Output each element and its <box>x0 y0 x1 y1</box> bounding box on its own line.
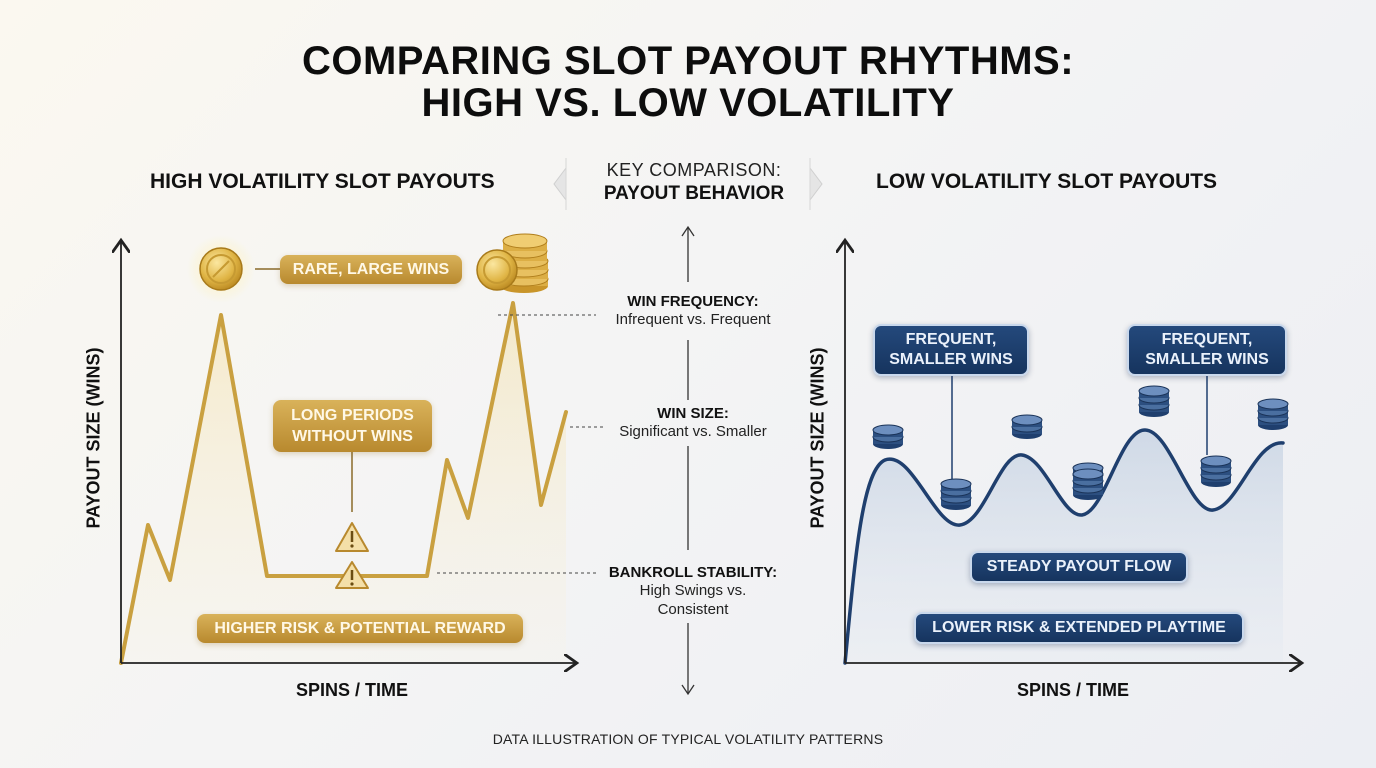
win-frequency-label: WIN FREQUENCY: <box>627 293 759 310</box>
left-y-axis-label: PAYOUT SIZE (WINS) <box>83 347 104 529</box>
right-x-axis-label: SPINS / TIME <box>1016 680 1130 700</box>
win-size-label: WIN SIZE: <box>657 405 729 422</box>
blue-coin-stack-icon <box>872 424 904 449</box>
right-chevron-icon <box>809 167 823 201</box>
right-y-axis-label: PAYOUT SIZE (WINS) <box>807 347 828 529</box>
blue-coin-stack-icon <box>1011 414 1043 439</box>
gold-coin-icon <box>187 235 255 303</box>
main-title-line-1: COMPARING SLOT PAYOUT RHYTHMS: <box>301 39 1075 83</box>
high-volatility-chart <box>121 242 575 663</box>
high-volatility-line <box>119 301 568 665</box>
bankroll-stability-detail-2: Consistent <box>657 601 729 618</box>
payout-behavior-label: PAYOUT BEHAVIOR <box>603 183 785 204</box>
frequent-line-1: FREQUENT, <box>1161 331 1253 348</box>
frequent-line-2: SMALLER WINS <box>889 351 1013 368</box>
comparison-win-frequency: WIN FREQUENCY: Infrequent vs. Frequent <box>590 293 796 329</box>
lower-risk-badge: LOWER RISK & EXTENDED PLAYTIME <box>914 612 1244 644</box>
footer-note: DATA ILLUSTRATION OF TYPICAL VOLATILITY … <box>492 731 884 747</box>
long-periods-line-1: LONG PERIODS <box>291 407 414 424</box>
frequent-smaller-wins-badge-1: FREQUENT, SMALLER WINS <box>873 324 1029 376</box>
long-periods-badge: LONG PERIODS WITHOUT WINS <box>273 400 432 452</box>
low-volatility-title: LOW VOLATILITY SLOT PAYOUTS <box>876 170 1218 193</box>
high-volatility-area <box>121 303 566 663</box>
frequent-line-2: SMALLER WINS <box>1145 351 1269 368</box>
coin-stack-icon <box>476 233 549 293</box>
rare-large-wins-badge: RARE, LARGE WINS <box>280 255 462 284</box>
comparison-win-size: WIN SIZE: Significant vs. Smaller <box>590 405 796 441</box>
low-volatility-area <box>845 430 1283 663</box>
key-comparison-label: KEY COMPARISON: <box>606 160 782 180</box>
win-size-detail: Significant vs. Smaller <box>619 423 767 440</box>
blue-coin-stack-icon <box>1138 385 1170 417</box>
blue-coin-stack-icon <box>1200 455 1232 487</box>
center-divider <box>437 158 823 696</box>
frequent-line-1: FREQUENT, <box>905 331 997 348</box>
blue-coin-stack-icon <box>1072 468 1104 500</box>
low-volatility-chart <box>845 242 1300 663</box>
left-x-axis-label: SPINS / TIME <box>295 680 409 700</box>
higher-risk-badge: HIGHER RISK & POTENTIAL REWARD <box>197 614 523 643</box>
high-volatility-title: HIGH VOLATILITY SLOT PAYOUTS <box>150 170 495 193</box>
low-volatility-line <box>843 428 1285 665</box>
warning-icon <box>335 522 369 552</box>
steady-payout-flow-badge: STEADY PAYOUT FLOW <box>970 551 1188 583</box>
long-periods-line-2: WITHOUT WINS <box>292 428 413 445</box>
key-comparison-heading: KEY COMPARISON: PAYOUT BEHAVIOR <box>566 160 822 205</box>
main-title-line-2: HIGH VS. LOW VOLATILITY <box>421 81 955 125</box>
left-chevron-icon <box>553 167 567 201</box>
comparison-bankroll-stability: BANKROLL STABILITY: High Swings vs. Cons… <box>590 564 796 619</box>
bankroll-stability-label: BANKROLL STABILITY: <box>608 564 778 581</box>
win-frequency-detail: Infrequent vs. Frequent <box>615 311 771 328</box>
frequent-smaller-wins-badge-2: FREQUENT, SMALLER WINS <box>1127 324 1287 376</box>
blue-coin-stack-icon <box>940 478 972 510</box>
blue-coin-stack-icon <box>1257 398 1289 430</box>
bankroll-stability-detail-1: High Swings vs. <box>639 582 747 599</box>
warning-icon <box>335 561 369 589</box>
